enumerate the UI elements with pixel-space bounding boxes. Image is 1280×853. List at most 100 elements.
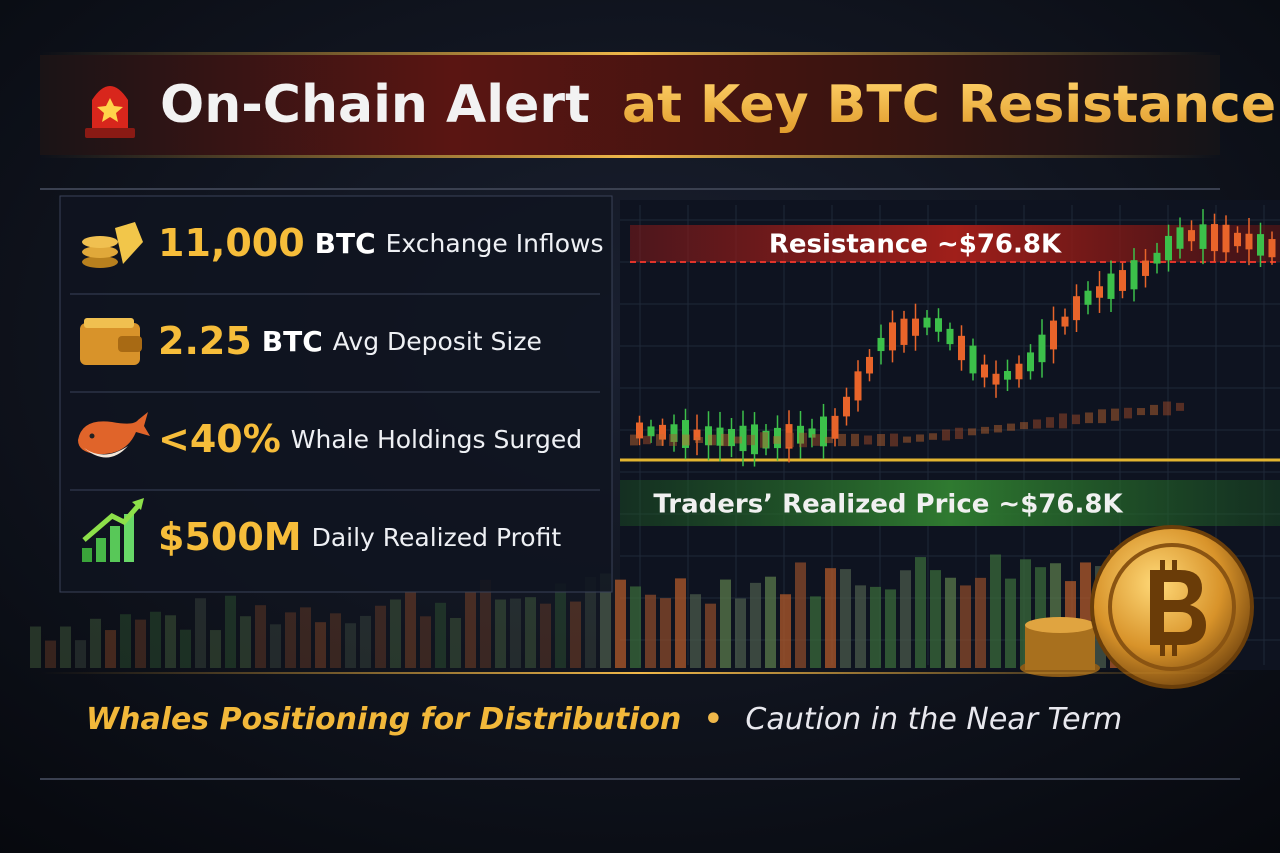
candle-body: [1033, 419, 1041, 429]
stat: 2.25 BTC Avg Deposit Size: [158, 319, 542, 363]
volume-bar: [885, 589, 896, 668]
candle-body: [716, 427, 724, 446]
candle-body: [1111, 408, 1119, 421]
candle-body: [708, 434, 716, 446]
candle-body: [1176, 402, 1184, 411]
candle-body: [935, 318, 942, 332]
candle-body: [669, 434, 677, 446]
volume-bar: [405, 592, 416, 668]
candle-body: [916, 434, 924, 442]
volume-bar: [255, 605, 266, 668]
volume-bar: [330, 613, 341, 668]
divider: [40, 155, 1220, 158]
volume-bar: [150, 611, 161, 668]
stat-value: <40%: [158, 417, 281, 461]
candle-body: [820, 416, 827, 447]
candle-body: [1257, 234, 1264, 256]
volume-bar: [840, 569, 851, 668]
candle-body: [695, 436, 703, 444]
candle-body: [946, 328, 954, 345]
volume-bar: [60, 626, 71, 668]
candle-body: [992, 373, 1000, 385]
candle-body: [969, 345, 977, 374]
candle-body: [762, 430, 770, 449]
stat-unit: BTC: [315, 227, 376, 260]
candle-body: [1015, 363, 1023, 380]
candle-body: [900, 318, 908, 345]
candle-body: [1211, 224, 1218, 252]
candle-body: [734, 436, 742, 444]
volume-bar: [120, 614, 131, 668]
candle-body: [659, 424, 666, 440]
footer-rest: Caution in the Near Term: [745, 702, 1122, 737]
volume-bar: [990, 554, 1001, 668]
candle-body: [1085, 412, 1093, 424]
title: On-Chain Alert at Key BTC Resistance: [160, 75, 1276, 135]
volume-bar: [420, 616, 431, 668]
candle-body: [1124, 407, 1132, 419]
volume-bar: [1005, 578, 1016, 668]
divider: [40, 778, 1240, 780]
volume-bar: [735, 598, 746, 668]
stat-label: Exchange Inflows: [386, 229, 604, 258]
candle-body: [1245, 233, 1253, 250]
candle-body: [843, 396, 850, 417]
title-rest: at Key BTC Resistance: [622, 75, 1276, 135]
candle-body: [705, 426, 712, 446]
candle-body: [923, 317, 931, 328]
volume-bar: [135, 619, 146, 668]
candle-body: [851, 433, 859, 447]
candle-body: [968, 428, 976, 436]
candle-body: [656, 434, 664, 446]
candle-body: [1153, 252, 1161, 264]
candle-body: [1084, 290, 1092, 305]
volume-bar: [345, 623, 356, 668]
candle-body: [825, 436, 833, 444]
divider: [40, 672, 1240, 674]
candle-body: [1188, 230, 1195, 242]
candle-body: [682, 420, 689, 448]
candle-body: [955, 427, 963, 440]
volume-bar: [690, 594, 701, 668]
volume-bar: [660, 598, 671, 668]
volume-bar: [645, 594, 656, 668]
candle-body: [994, 424, 1002, 433]
candles: [630, 209, 1276, 467]
footer-lead: Whales Positioning for Distribution: [86, 702, 681, 737]
volume-bar: [915, 557, 926, 668]
candle-body: [890, 433, 898, 447]
stat-label: Whale Holdings Surged: [291, 425, 582, 454]
realized-price-label: Traders’ Realized Price ~$76.8K: [653, 490, 1123, 520]
candle-body: [636, 422, 643, 439]
volume-bar: [435, 602, 446, 668]
candle-body: [854, 371, 862, 401]
stat-unit: BTC: [262, 325, 323, 358]
candle-body: [1059, 413, 1067, 429]
volume-bar: [180, 629, 191, 668]
volume-bar: [480, 579, 491, 668]
candle-body: [903, 436, 911, 443]
volume-bar: [945, 577, 956, 668]
candle-body: [1020, 422, 1028, 430]
title-lead: On-Chain Alert: [160, 75, 590, 135]
stat-value: 11,000: [158, 221, 305, 265]
whale-icon: [78, 412, 150, 458]
volume-bar: [585, 577, 596, 668]
candle-body: [643, 435, 651, 445]
candle-body: [1119, 270, 1126, 291]
candle-body: [808, 428, 816, 438]
candle-body: [1038, 334, 1046, 363]
candle-body: [912, 318, 919, 336]
candle-body: [1137, 408, 1145, 416]
volume-bar: [390, 599, 401, 668]
stat: <40% Whale Holdings Surged: [158, 417, 582, 461]
stat-value: 2.25: [158, 319, 252, 363]
candle-body: [1150, 404, 1158, 416]
volume-bar: [615, 579, 626, 668]
candle-body: [1098, 409, 1106, 424]
volume-bar: [900, 570, 911, 668]
candle-body: [693, 429, 701, 441]
volume-bar: [240, 616, 251, 668]
volume-bar: [45, 640, 56, 668]
